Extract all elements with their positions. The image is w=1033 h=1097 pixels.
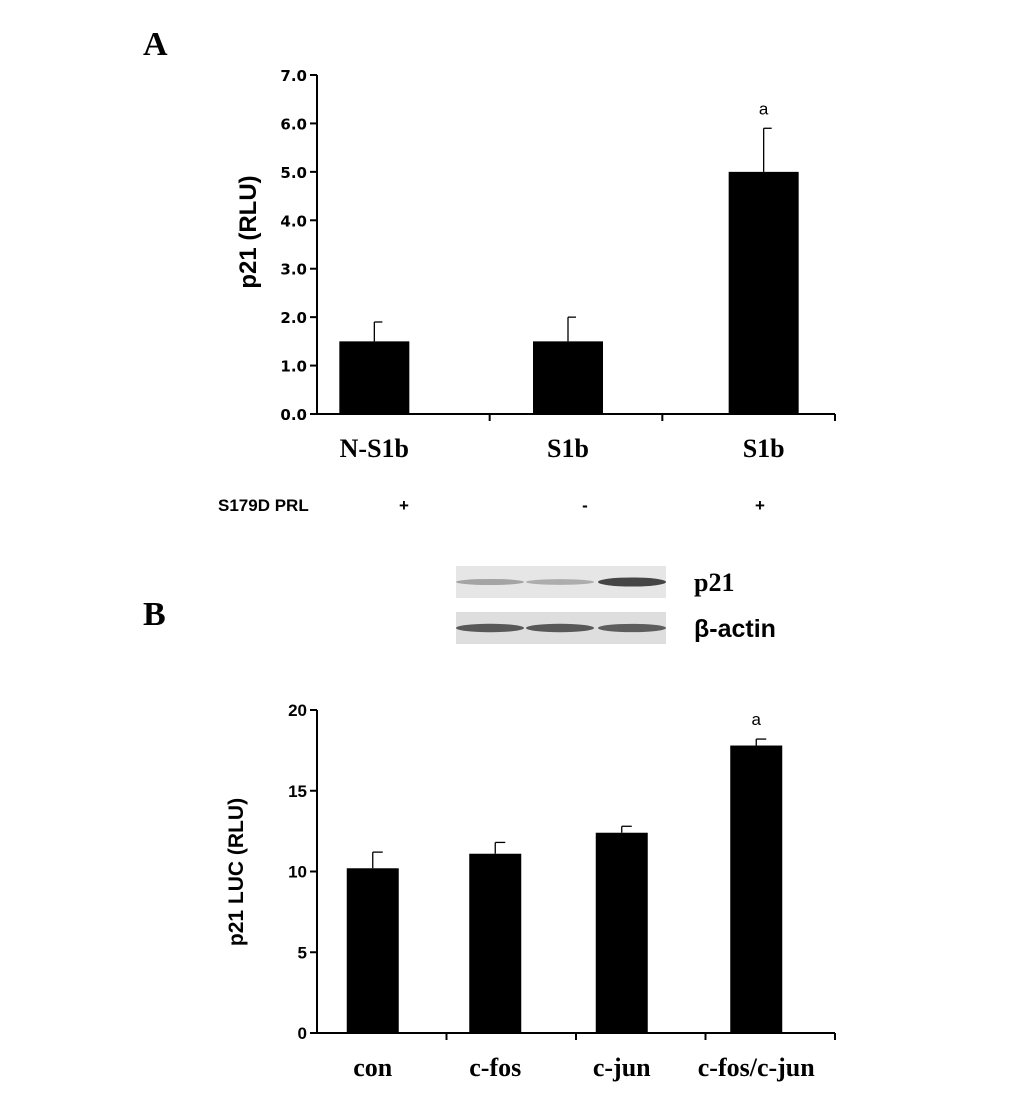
y-tick-label: 5 bbox=[298, 943, 307, 962]
y-tick-label: 10 bbox=[288, 863, 307, 882]
y-tick-label: 5.0 bbox=[280, 164, 307, 182]
chart-a-y-ticks: 0.0 1.0 2.0 3.0 4.0 5.0 6.0 7.0 bbox=[280, 67, 317, 424]
category-label: S1b bbox=[547, 434, 589, 463]
significance-label: a bbox=[752, 710, 762, 729]
category-label: N-S1b bbox=[340, 434, 409, 463]
y-tick-label: 3.0 bbox=[280, 261, 307, 279]
y-tick-label: 20 bbox=[288, 701, 307, 720]
category-label: con bbox=[353, 1053, 393, 1082]
y-tick-label: 4.0 bbox=[280, 212, 307, 230]
bar bbox=[346, 868, 399, 1033]
bar bbox=[469, 853, 522, 1033]
blot-label-actin: β-actin bbox=[694, 615, 776, 643]
treatment-row: S179D PRL + - + bbox=[218, 496, 765, 515]
chart-b-y-axis-label: p21 LUC (RLU) bbox=[225, 798, 248, 946]
western-blot: p21 β-actin bbox=[456, 566, 776, 644]
y-tick-label: 6.0 bbox=[280, 115, 307, 133]
blot-band bbox=[456, 578, 524, 586]
blot-band bbox=[598, 577, 666, 587]
blot-band bbox=[526, 623, 594, 633]
chart-a-categories: N-S1b S1b S1b bbox=[340, 434, 785, 463]
panel-label-a: A bbox=[143, 26, 168, 63]
bar bbox=[533, 341, 603, 414]
y-tick-label: 15 bbox=[288, 782, 307, 801]
chart-b-categories: con c-fos c-jun c-fos/c-jun bbox=[353, 1053, 815, 1082]
category-label: S1b bbox=[743, 434, 785, 463]
treatment-value-1: + bbox=[399, 496, 409, 515]
treatment-value-3: + bbox=[755, 496, 765, 515]
significance-label: a bbox=[759, 99, 769, 118]
chart-a-bars: a bbox=[339, 99, 799, 414]
chart-b-bars: a bbox=[346, 710, 783, 1033]
treatment-label: S179D PRL bbox=[218, 496, 309, 515]
y-tick-label: 0 bbox=[298, 1024, 307, 1043]
panel-label-b: B bbox=[143, 596, 166, 633]
y-tick-label: 0.0 bbox=[280, 406, 307, 424]
bar bbox=[728, 171, 799, 414]
chart-b-y-ticks: 0 5 10 15 20 bbox=[288, 701, 317, 1043]
category-label: c-jun bbox=[593, 1053, 651, 1082]
blot-band bbox=[456, 623, 524, 633]
treatment-value-2: - bbox=[582, 496, 588, 515]
blot-band bbox=[598, 623, 666, 633]
y-tick-label: 1.0 bbox=[280, 358, 307, 376]
blot-label-p21: p21 bbox=[694, 568, 734, 597]
y-tick-label: 2.0 bbox=[280, 309, 307, 327]
category-label: c-fos bbox=[469, 1053, 521, 1082]
y-tick-label: 7.0 bbox=[280, 67, 307, 85]
bar bbox=[730, 745, 783, 1033]
bar bbox=[595, 832, 648, 1033]
chart-a-y-axis-label: p21 (RLU) bbox=[235, 175, 262, 288]
blot-band bbox=[526, 579, 594, 585]
bar bbox=[339, 341, 410, 414]
category-label: c-fos/c-jun bbox=[698, 1053, 816, 1082]
